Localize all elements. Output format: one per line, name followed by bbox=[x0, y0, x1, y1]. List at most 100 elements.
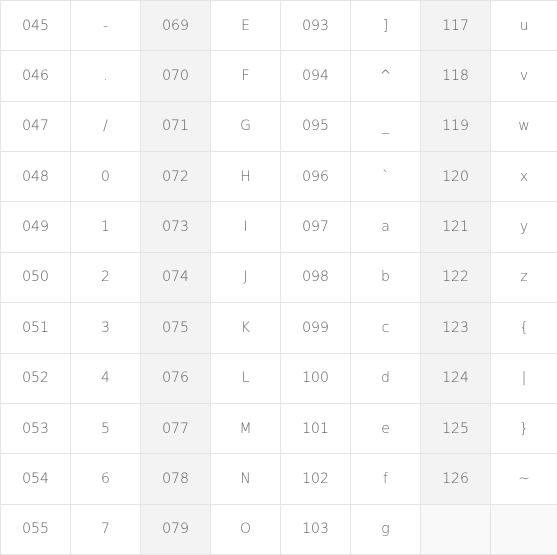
ascii-code-cell: 079 bbox=[141, 504, 211, 554]
ascii-code-cell: 121 bbox=[421, 202, 491, 252]
ascii-char-cell: E bbox=[211, 1, 281, 51]
ascii-char-cell: a bbox=[351, 202, 421, 252]
ascii-code-cell: 075 bbox=[141, 303, 211, 353]
ascii-char-cell: 7 bbox=[71, 504, 141, 554]
ascii-char-cell: 0 bbox=[71, 152, 141, 202]
ascii-code-cell: 124 bbox=[421, 353, 491, 403]
ascii-code-cell: 050 bbox=[1, 252, 71, 302]
ascii-char-cell: c bbox=[351, 303, 421, 353]
ascii-code-cell: 073 bbox=[141, 202, 211, 252]
ascii-code-cell: 048 bbox=[1, 152, 71, 202]
ascii-char-cell: ] bbox=[351, 1, 421, 51]
table-row: 045-069 E 093] 117 u bbox=[1, 1, 557, 51]
ascii-char-cell: ^ bbox=[351, 51, 421, 101]
ascii-code-cell: 053 bbox=[1, 403, 71, 453]
ascii-code-cell: 119 bbox=[421, 101, 491, 151]
ascii-char-cell: | bbox=[491, 353, 557, 403]
ascii-char-cell: u bbox=[491, 1, 557, 51]
table-row: 054 6 078 N 102 f 126 ~ bbox=[1, 454, 557, 504]
ascii-char-cell: 3 bbox=[71, 303, 141, 353]
ascii-code-cell: 103 bbox=[281, 504, 351, 554]
ascii-char-cell: _ bbox=[351, 101, 421, 151]
ascii-char-cell: J bbox=[211, 252, 281, 302]
empty-cell bbox=[491, 504, 557, 554]
ascii-code-cell: 045 bbox=[1, 1, 71, 51]
ascii-code-cell: 120 bbox=[421, 152, 491, 202]
table-row: 051 3 075 K 099 c 123{ bbox=[1, 303, 557, 353]
empty-cell bbox=[421, 504, 491, 554]
ascii-code-cell: 101 bbox=[281, 403, 351, 453]
ascii-code-cell: 077 bbox=[141, 403, 211, 453]
ascii-char-cell: v bbox=[491, 51, 557, 101]
ascii-char-cell: - bbox=[71, 1, 141, 51]
table-row: 052 4 076 L 100 d 124 | bbox=[1, 353, 557, 403]
ascii-char-cell: F bbox=[211, 51, 281, 101]
ascii-code-cell: 117 bbox=[421, 1, 491, 51]
ascii-char-cell: 1 bbox=[71, 202, 141, 252]
ascii-char-cell: b bbox=[351, 252, 421, 302]
ascii-code-cell: 072 bbox=[141, 152, 211, 202]
ascii-char-cell: N bbox=[211, 454, 281, 504]
ascii-char-cell: O bbox=[211, 504, 281, 554]
ascii-code-cell: 074 bbox=[141, 252, 211, 302]
ascii-code-cell: 071 bbox=[141, 101, 211, 151]
ascii-char-cell: { bbox=[491, 303, 557, 353]
ascii-code-cell: 051 bbox=[1, 303, 71, 353]
ascii-char-cell: H bbox=[211, 152, 281, 202]
ascii-char-cell: z bbox=[491, 252, 557, 302]
ascii-code-cell: 100 bbox=[281, 353, 351, 403]
ascii-char-cell: ` bbox=[351, 152, 421, 202]
ascii-code-cell: 094 bbox=[281, 51, 351, 101]
table-row: 053 5 077 M 101 e 125} bbox=[1, 403, 557, 453]
table-row: 048 0 072 H 096 ` 120 x bbox=[1, 152, 557, 202]
ascii-char-cell: M bbox=[211, 403, 281, 453]
ascii-code-cell: 122 bbox=[421, 252, 491, 302]
ascii-char-cell: ~ bbox=[491, 454, 557, 504]
table-row: 046. 070 F 094 ^ 118 v bbox=[1, 51, 557, 101]
ascii-char-cell: 4 bbox=[71, 353, 141, 403]
ascii-char-cell: 2 bbox=[71, 252, 141, 302]
ascii-code-cell: 049 bbox=[1, 202, 71, 252]
ascii-char-cell: e bbox=[351, 403, 421, 453]
table-row: 047/071 G 095 _ 119 w bbox=[1, 101, 557, 151]
ascii-code-cell: 126 bbox=[421, 454, 491, 504]
ascii-char-cell: I bbox=[211, 202, 281, 252]
ascii-code-cell: 098 bbox=[281, 252, 351, 302]
ascii-char-cell: d bbox=[351, 353, 421, 403]
ascii-code-cell: 118 bbox=[421, 51, 491, 101]
table-row: 055 7 079 O 103 g bbox=[1, 504, 557, 554]
ascii-code-cell: 046 bbox=[1, 51, 71, 101]
ascii-code-cell: 078 bbox=[141, 454, 211, 504]
ascii-char-cell: y bbox=[491, 202, 557, 252]
ascii-char-cell: f bbox=[351, 454, 421, 504]
ascii-code-cell: 099 bbox=[281, 303, 351, 353]
ascii-code-cell: 070 bbox=[141, 51, 211, 101]
ascii-char-cell: K bbox=[211, 303, 281, 353]
ascii-char-cell: g bbox=[351, 504, 421, 554]
ascii-char-cell: 5 bbox=[71, 403, 141, 453]
ascii-code-cell: 097 bbox=[281, 202, 351, 252]
ascii-code-cell: 054 bbox=[1, 454, 71, 504]
ascii-code-cell: 102 bbox=[281, 454, 351, 504]
ascii-code-cell: 123 bbox=[421, 303, 491, 353]
ascii-code-cell: 069 bbox=[141, 1, 211, 51]
ascii-code-cell: 093 bbox=[281, 1, 351, 51]
ascii-code-cell: 096 bbox=[281, 152, 351, 202]
table-row: 050 2 074 J 098 b 122 z bbox=[1, 252, 557, 302]
table-row: 049 1 073 I 097 a 121 y bbox=[1, 202, 557, 252]
ascii-char-cell: / bbox=[71, 101, 141, 151]
ascii-char-cell: G bbox=[211, 101, 281, 151]
ascii-char-cell: . bbox=[71, 51, 141, 101]
ascii-code-cell: 047 bbox=[1, 101, 71, 151]
ascii-char-cell: x bbox=[491, 152, 557, 202]
ascii-code-cell: 076 bbox=[141, 353, 211, 403]
ascii-code-cell: 095 bbox=[281, 101, 351, 151]
ascii-char-cell: } bbox=[491, 403, 557, 453]
ascii-char-cell: L bbox=[211, 353, 281, 403]
ascii-code-cell: 052 bbox=[1, 353, 71, 403]
ascii-char-cell: 6 bbox=[71, 454, 141, 504]
ascii-code-cell: 125 bbox=[421, 403, 491, 453]
ascii-char-cell: w bbox=[491, 101, 557, 151]
